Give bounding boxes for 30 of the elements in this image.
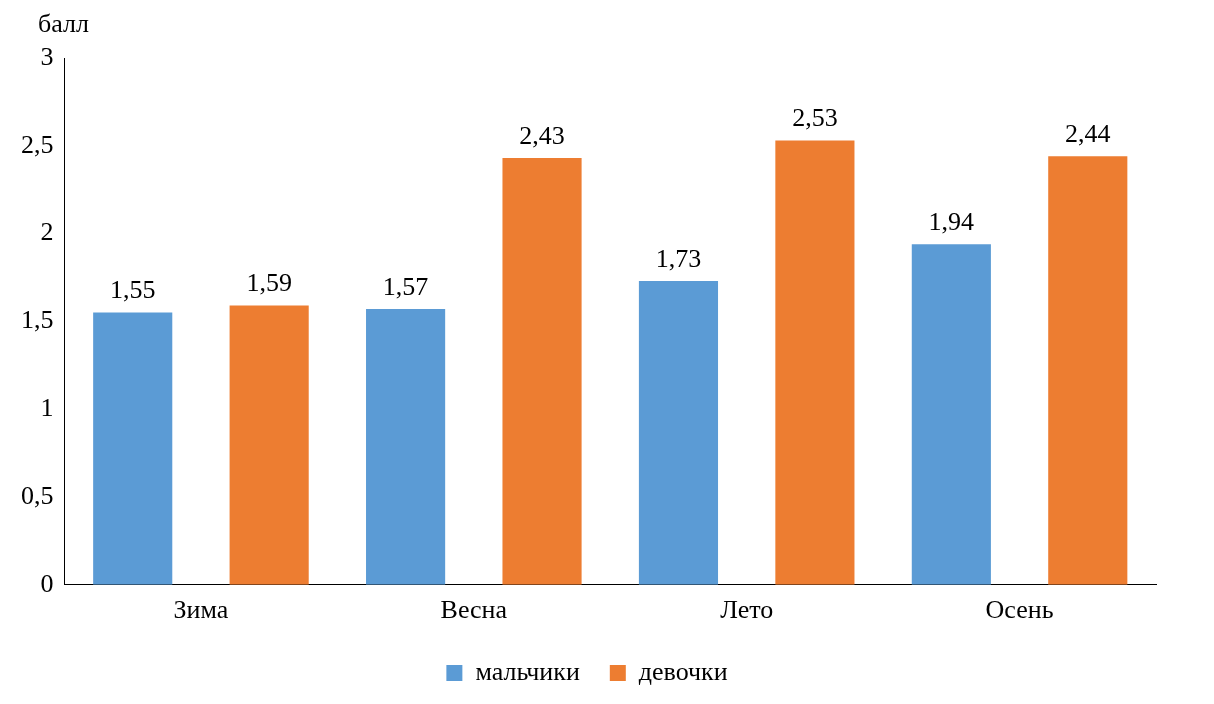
bar bbox=[911, 244, 991, 585]
y-tick-label: 1,5 bbox=[21, 305, 54, 335]
y-tick-label: 3 bbox=[40, 41, 54, 71]
data-label: 2,43 bbox=[519, 120, 565, 150]
bar bbox=[93, 312, 173, 585]
y-axis-title: балл bbox=[38, 8, 89, 38]
x-tick-label: Зима bbox=[173, 595, 229, 625]
data-label: 1,57 bbox=[382, 271, 429, 301]
data-label: 1,55 bbox=[109, 275, 156, 305]
y-tick-label: 0 bbox=[40, 568, 54, 598]
y-tick-label: 2 bbox=[40, 217, 54, 247]
legend-label: мальчики bbox=[475, 656, 580, 686]
bar bbox=[775, 140, 855, 585]
data-label: 2,53 bbox=[792, 103, 838, 133]
y-tick-label: 1 bbox=[40, 393, 54, 423]
y-tick-label: 0,5 bbox=[21, 480, 54, 510]
bar bbox=[229, 305, 309, 585]
bar bbox=[366, 309, 446, 585]
bar bbox=[1048, 156, 1128, 585]
legend-label: девочки bbox=[638, 656, 728, 686]
data-label: 1,59 bbox=[246, 268, 292, 298]
x-tick-label: Весна bbox=[440, 595, 508, 625]
bar bbox=[638, 281, 719, 585]
x-tick-label: Лето bbox=[720, 595, 774, 625]
data-label: 1,73 bbox=[655, 243, 702, 273]
bar bbox=[502, 158, 582, 585]
y-tick-label: 2,5 bbox=[21, 129, 54, 159]
data-label: 2,44 bbox=[1065, 119, 1111, 149]
data-label: 1,94 bbox=[928, 206, 975, 236]
x-tick-label: Осень bbox=[985, 595, 1054, 625]
